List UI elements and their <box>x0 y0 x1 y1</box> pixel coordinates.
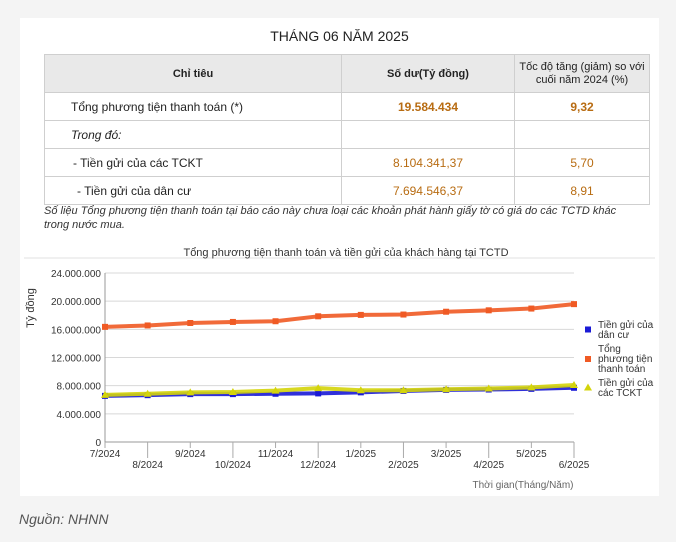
row-growth: 9,32 <box>514 92 650 121</box>
row-label: - Tiền gửi của dân cư <box>44 176 342 205</box>
x-tick-label: 9/2024 <box>175 449 206 460</box>
header-balance: Số dư(Tỷ đồng) <box>341 54 515 93</box>
report-card: THÁNG 06 NĂM 2025 Chỉ tiêu Số dư(Tỷ đồng… <box>20 18 659 496</box>
series-line <box>104 382 575 397</box>
report-title: THÁNG 06 NĂM 2025 <box>270 28 409 44</box>
x-tick-label: 10/2024 <box>215 460 252 471</box>
data-point <box>400 311 407 318</box>
y-axis-label: Tỷ đồng <box>25 288 37 328</box>
data-point <box>399 386 408 394</box>
legend-label: Tiền gửi của dân cư <box>598 319 654 341</box>
data-point <box>229 318 236 325</box>
data-point <box>571 301 577 308</box>
footnote: Số liệu Tổng phương tiện thanh toán tại … <box>44 205 617 231</box>
legend-label: Tổng phương tiện thanh toán <box>598 343 652 375</box>
y-tick-label: 0 <box>95 438 101 449</box>
data-point <box>356 386 365 394</box>
y-tick-label: 4.000.000 <box>57 410 102 421</box>
data-point <box>570 380 578 388</box>
x-tick-label: 12/2024 <box>300 460 337 471</box>
x-tick-label: 11/2024 <box>258 449 294 460</box>
y-tick-label: 20.000.000 <box>51 297 101 308</box>
table-row: Trong đó: <box>44 120 650 149</box>
series-line <box>104 302 575 329</box>
data-point <box>443 308 450 315</box>
y-tick-label: 16.000.000 <box>51 325 101 336</box>
data-point <box>484 384 493 392</box>
data-point <box>528 305 535 312</box>
source-note: Nguồn: NHNN <box>19 511 109 527</box>
y-tick-label: 24.000.000 <box>51 269 101 280</box>
data-point <box>272 318 279 325</box>
data-point <box>527 383 536 391</box>
data-point <box>144 322 151 329</box>
data-point <box>485 307 492 314</box>
x-axis-label: Thời gian(Tháng/Năm) <box>472 480 573 491</box>
data-point <box>315 313 322 320</box>
x-tick-label: 1/2025 <box>346 449 377 460</box>
legend-marker <box>585 326 591 333</box>
line-chart: Tổng phương tiện thanh toán và tiền gửi … <box>24 247 655 491</box>
table-row: Tổng phương tiện thanh toán (*) 19.584.4… <box>44 92 650 121</box>
table-header-row: Chỉ tiêu Số dư(Tỷ đồng) Tốc độ tăng (giả… <box>44 54 650 93</box>
chart-title: Tổng phương tiện thanh toán và tiền gửi … <box>183 247 508 259</box>
data-point <box>442 385 451 393</box>
row-growth: 5,70 <box>514 148 650 177</box>
data-point <box>186 388 195 396</box>
data-point <box>101 390 109 398</box>
data-point <box>272 390 279 397</box>
row-label: Tổng phương tiện thanh toán (*) <box>44 92 342 121</box>
header-indicator: Chỉ tiêu <box>44 54 342 93</box>
data-point <box>143 389 152 397</box>
row-balance: 19.584.434 <box>341 92 515 121</box>
x-tick-label: 6/2025 <box>559 460 590 471</box>
data-point <box>315 390 322 397</box>
legend-label: Tiền gửi của các TCKT <box>598 377 654 399</box>
legend-marker <box>585 356 591 362</box>
data-point <box>271 386 280 394</box>
plot-area: 0 4.000.000 8.000.000 12.000.000 16.000.000 2… <box>51 269 590 471</box>
x-tick-label: 3/2025 <box>431 449 462 460</box>
summary-table: Chỉ tiêu Số dư(Tỷ đồng) Tốc độ tăng (giả… <box>44 54 650 205</box>
row-balance <box>341 120 515 149</box>
x-tick-label: 5/2025 <box>516 449 547 460</box>
data-point <box>187 319 194 326</box>
table-row: - Tiền gửi của dân cư 7.694.546,37 8,91 <box>44 176 650 205</box>
table-row: - Tiền gửi của các TCKT 8.104.341,37 5,7… <box>44 148 650 177</box>
legend-marker <box>584 383 592 391</box>
row-growth: 8,91 <box>514 176 650 205</box>
data-point <box>102 323 108 330</box>
data-point <box>314 384 323 392</box>
y-tick-label: 12.000.000 <box>51 354 101 365</box>
x-tick-label: 8/2024 <box>132 460 163 471</box>
x-tick-label: 4/2025 <box>473 460 504 471</box>
y-tick-label: 8.000.000 <box>57 382 102 393</box>
header-growth: Tốc độ tăng (giảm) so với cuối năm 2024 … <box>514 54 650 93</box>
row-balance: 8.104.341,37 <box>341 148 515 177</box>
row-label: - Tiền gửi của các TCKT <box>44 148 342 177</box>
x-tick-label: 2/2025 <box>388 460 419 471</box>
data-point <box>228 388 237 396</box>
x-tick-label: 7/2024 <box>90 449 121 460</box>
data-point <box>357 311 364 318</box>
